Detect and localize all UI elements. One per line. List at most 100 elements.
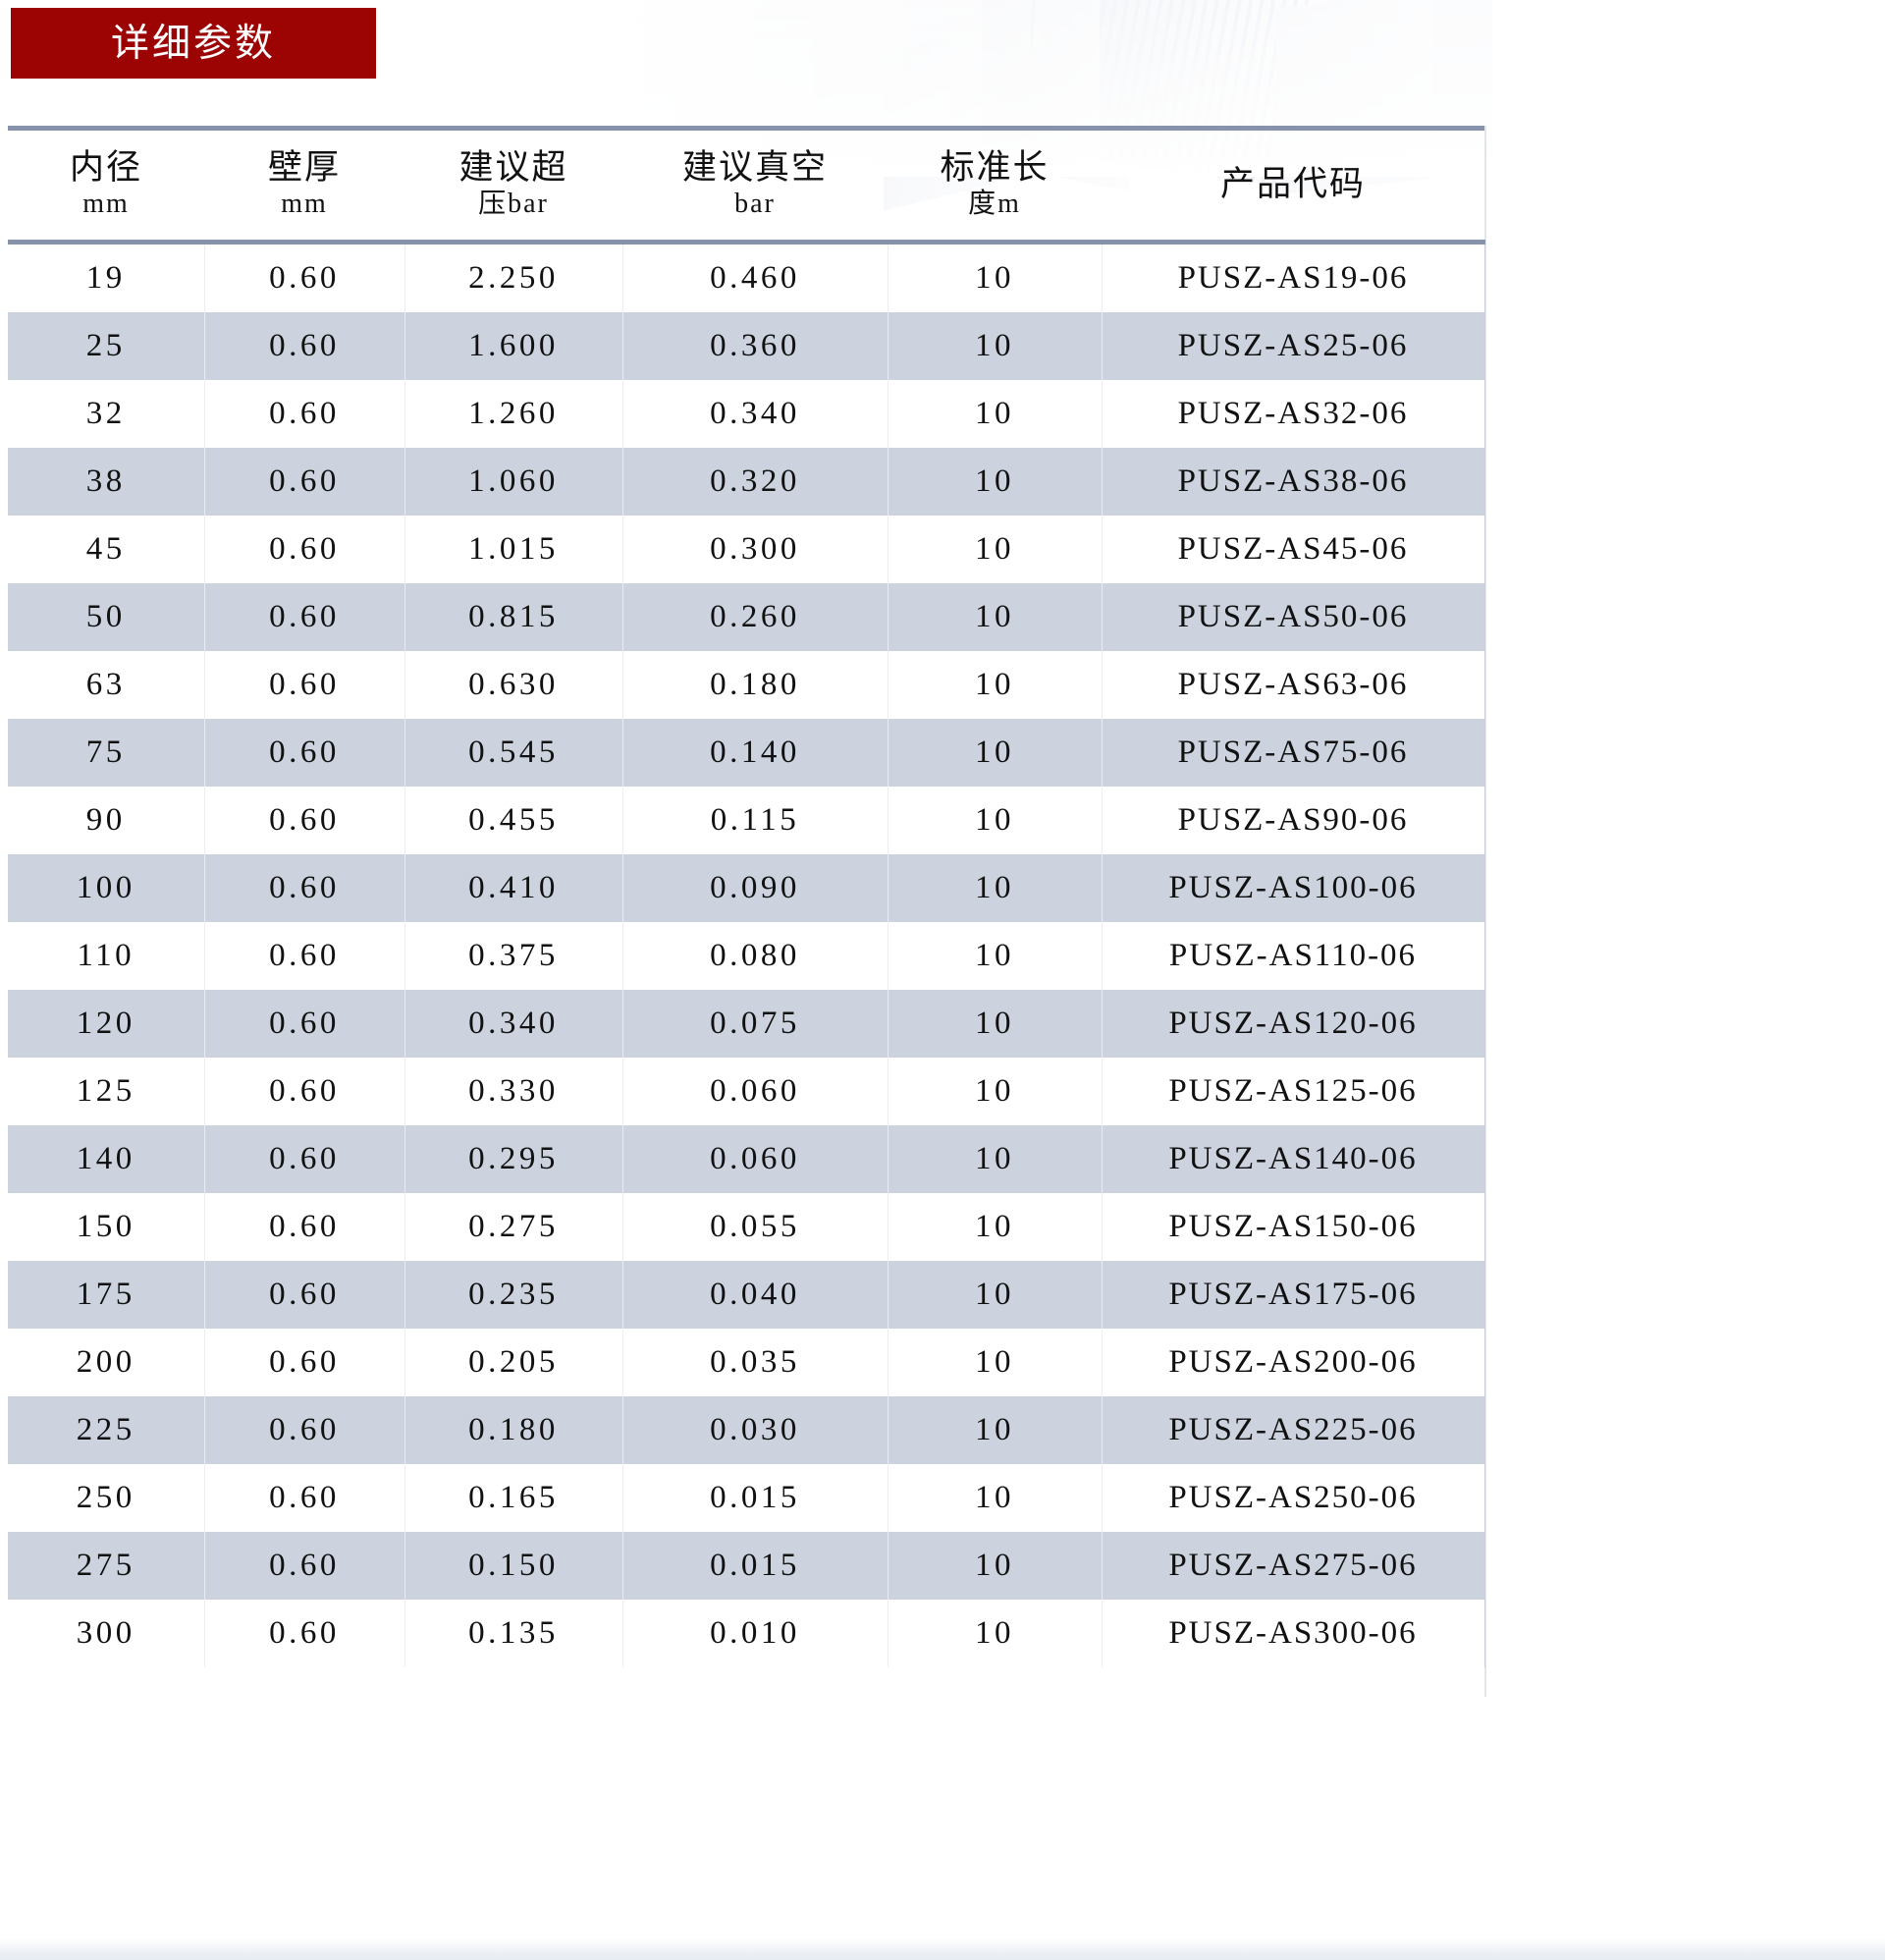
cell-wall-thickness: 0.60 (204, 1329, 405, 1397)
cell-product-code: PUSZ-AS150-06 (1102, 1193, 1485, 1262)
cell-overpressure: 0.295 (404, 1125, 623, 1194)
spec-table-container: 内径 mm 壁厚 mm 建议超 压bar 建议真空 bar (8, 125, 1485, 1668)
cell-inner-diameter: 275 (8, 1532, 205, 1601)
cell-inner-diameter: 120 (8, 990, 205, 1059)
cell-wall-thickness: 0.60 (204, 1600, 405, 1668)
cell-standard-length: 10 (888, 922, 1103, 991)
cell-wall-thickness: 0.60 (204, 1193, 405, 1262)
cell-wall-thickness: 0.60 (204, 922, 405, 991)
table-row: 32 0.60 1.260 0.340 10 PUSZ-AS32-06 (8, 380, 1485, 449)
cell-vacuum: 0.010 (622, 1600, 889, 1668)
table-row: 140 0.60 0.295 0.060 10 PUSZ-AS140-06 (8, 1125, 1485, 1194)
cell-wall-thickness: 0.60 (204, 1532, 405, 1601)
cell-inner-diameter: 45 (8, 516, 205, 584)
cell-standard-length: 10 (888, 719, 1103, 788)
cell-wall-thickness: 0.60 (204, 1396, 405, 1465)
cell-product-code: PUSZ-AS25-06 (1102, 312, 1485, 381)
cell-wall-thickness: 0.60 (204, 583, 405, 652)
cell-standard-length: 10 (888, 1125, 1103, 1194)
cell-inner-diameter: 200 (8, 1329, 205, 1397)
cell-standard-length: 10 (888, 1058, 1103, 1126)
cell-overpressure: 1.015 (404, 516, 623, 584)
cell-wall-thickness: 0.60 (204, 312, 405, 381)
cell-inner-diameter: 38 (8, 448, 205, 517)
cell-vacuum: 0.115 (622, 787, 889, 855)
cell-standard-length: 10 (888, 854, 1103, 923)
cell-standard-length: 10 (888, 1396, 1103, 1465)
cell-inner-diameter: 125 (8, 1058, 205, 1126)
column-header-wall-thickness: 壁厚 mm (204, 125, 404, 245)
section-banner: 详细参数 (11, 8, 376, 79)
table-row: 90 0.60 0.455 0.115 10 PUSZ-AS90-06 (8, 787, 1485, 855)
cell-product-code: PUSZ-AS120-06 (1102, 990, 1485, 1059)
cell-overpressure: 0.375 (404, 922, 623, 991)
cell-overpressure: 0.275 (404, 1193, 623, 1262)
cell-wall-thickness: 0.60 (204, 448, 405, 517)
cell-inner-diameter: 19 (8, 242, 205, 313)
cell-product-code: PUSZ-AS125-06 (1102, 1058, 1485, 1126)
cell-wall-thickness: 0.60 (204, 1464, 405, 1533)
cell-wall-thickness: 0.60 (204, 990, 405, 1059)
cell-overpressure: 0.135 (404, 1600, 623, 1668)
cell-standard-length: 10 (888, 516, 1103, 584)
cell-inner-diameter: 100 (8, 854, 205, 923)
cell-standard-length: 10 (888, 1193, 1103, 1262)
cell-inner-diameter: 32 (8, 380, 205, 449)
cell-wall-thickness: 0.60 (204, 787, 405, 855)
cell-inner-diameter: 175 (8, 1261, 205, 1330)
cell-standard-length: 10 (888, 312, 1103, 381)
cell-product-code: PUSZ-AS19-06 (1102, 242, 1485, 313)
cell-standard-length: 10 (888, 380, 1103, 449)
cell-vacuum: 0.260 (622, 583, 889, 652)
cell-vacuum: 0.080 (622, 922, 889, 991)
cell-overpressure: 0.330 (404, 1058, 623, 1126)
cell-overpressure: 0.165 (404, 1464, 623, 1533)
cell-overpressure: 0.815 (404, 583, 623, 652)
cell-wall-thickness: 0.60 (204, 1261, 405, 1330)
cell-vacuum: 0.360 (622, 312, 889, 381)
cell-vacuum: 0.460 (622, 242, 889, 313)
table-row: 25 0.60 1.600 0.360 10 PUSZ-AS25-06 (8, 312, 1485, 381)
cell-standard-length: 10 (888, 990, 1103, 1059)
cell-standard-length: 10 (888, 1464, 1103, 1533)
cell-wall-thickness: 0.60 (204, 719, 405, 788)
cell-vacuum: 0.060 (622, 1125, 889, 1194)
header-row: 内径 mm 壁厚 mm 建议超 压bar 建议真空 bar (8, 125, 1484, 245)
column-header-standard-length-label: 标准长 (940, 147, 1050, 187)
cell-overpressure: 0.630 (404, 651, 623, 720)
cell-vacuum: 0.035 (622, 1329, 889, 1397)
cell-wall-thickness: 0.60 (204, 854, 405, 923)
table-row: 150 0.60 0.275 0.055 10 PUSZ-AS150-06 (8, 1193, 1485, 1262)
cell-wall-thickness: 0.60 (204, 242, 405, 313)
table-row: 125 0.60 0.330 0.060 10 PUSZ-AS125-06 (8, 1058, 1485, 1126)
table-row: 50 0.60 0.815 0.260 10 PUSZ-AS50-06 (8, 583, 1485, 652)
cell-standard-length: 10 (888, 1329, 1103, 1397)
table-right-edge-rule (1484, 126, 1486, 1697)
watermark-spire (1029, 0, 1040, 49)
column-header-standard-length: 标准长 度m (888, 125, 1102, 245)
table-row: 120 0.60 0.340 0.075 10 PUSZ-AS120-06 (8, 990, 1485, 1059)
cell-vacuum: 0.015 (622, 1464, 889, 1533)
cell-wall-thickness: 0.60 (204, 380, 405, 449)
column-header-product-code-label: 产品代码 (1219, 165, 1366, 203)
cell-product-code: PUSZ-AS250-06 (1102, 1464, 1485, 1533)
cell-inner-diameter: 63 (8, 651, 205, 720)
column-header-overpressure-label: 建议超 (458, 147, 568, 187)
cell-vacuum: 0.015 (622, 1532, 889, 1601)
cell-product-code: PUSZ-AS300-06 (1102, 1600, 1485, 1668)
table-row: 19 0.60 2.250 0.460 10 PUSZ-AS19-06 (8, 242, 1485, 313)
cell-product-code: PUSZ-AS275-06 (1102, 1532, 1485, 1601)
cell-inner-diameter: 75 (8, 719, 205, 788)
cell-standard-length: 10 (888, 1600, 1103, 1668)
column-header-vacuum-unit: bar (734, 189, 776, 220)
cell-vacuum: 0.090 (622, 854, 889, 923)
cell-product-code: PUSZ-AS140-06 (1102, 1125, 1485, 1194)
cell-overpressure: 0.235 (404, 1261, 623, 1330)
cell-wall-thickness: 0.60 (204, 1125, 405, 1194)
cell-inner-diameter: 250 (8, 1464, 205, 1533)
column-header-inner-diameter-label: 内径 (69, 147, 142, 187)
cell-overpressure: 1.060 (404, 448, 623, 517)
table-row: 100 0.60 0.410 0.090 10 PUSZ-AS100-06 (8, 854, 1485, 923)
page-bottom-fade (0, 1938, 1885, 1960)
spec-table: 内径 mm 壁厚 mm 建议超 压bar 建议真空 bar (8, 125, 1485, 1668)
